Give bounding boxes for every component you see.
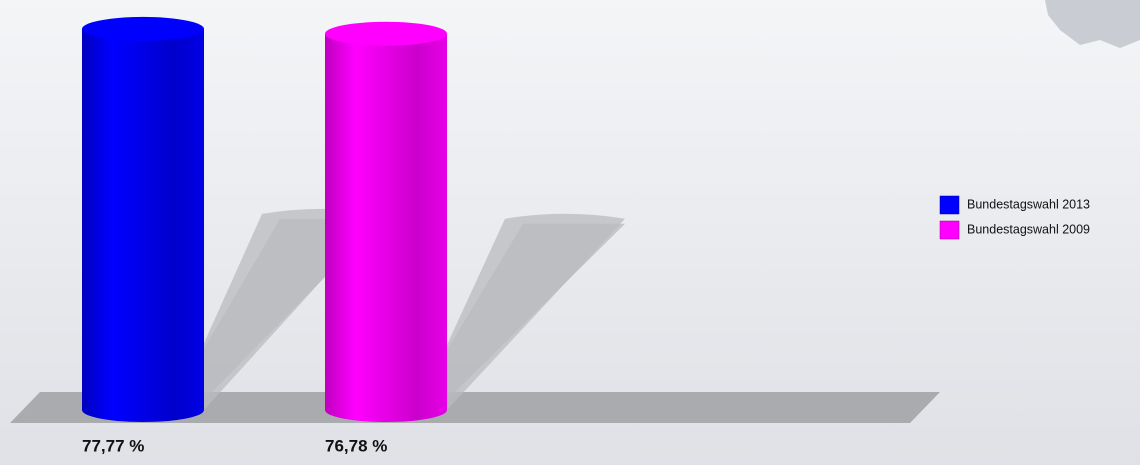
value-label: 77,77 % [82, 436, 144, 455]
legend-label: Bundestagswahl 2013 [967, 197, 1090, 211]
bar-top [82, 16, 204, 41]
legend-swatch [939, 195, 960, 215]
value-label: 76,78 % [325, 436, 387, 455]
map-icon [1045, 0, 1140, 48]
bar [82, 28, 204, 410]
floor [10, 392, 940, 423]
legend-swatch [939, 220, 960, 240]
legend-label: Bundestagswahl 2009 [967, 222, 1090, 236]
bar-shadow [417, 213, 625, 410]
bar [325, 33, 447, 410]
bar-top [325, 21, 447, 46]
